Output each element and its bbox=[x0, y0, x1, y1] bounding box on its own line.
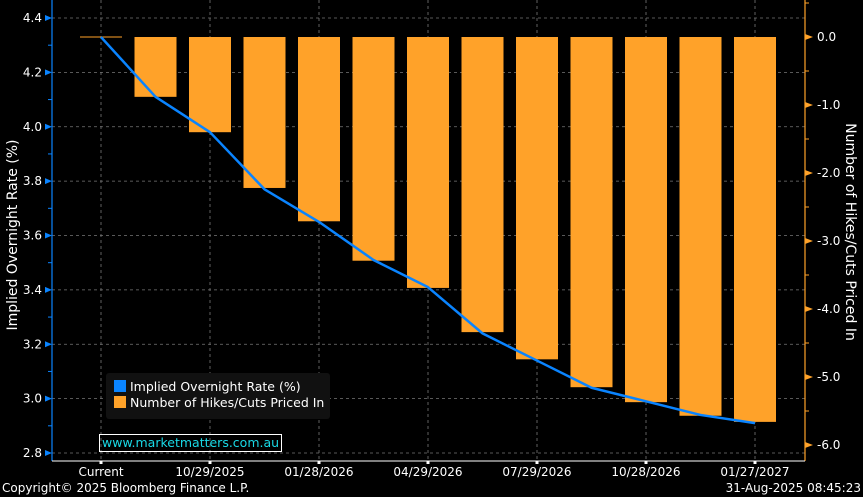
watermark: www.marketmatters.com.au bbox=[99, 434, 283, 452]
left-tick-marker bbox=[45, 178, 52, 185]
left-tick-marker bbox=[45, 69, 52, 76]
legend-swatch-rate bbox=[114, 380, 126, 392]
left-tick-marker bbox=[45, 232, 52, 239]
bar bbox=[243, 37, 286, 188]
right-tick-marker bbox=[805, 442, 813, 448]
right-tick-label: -1.0 bbox=[817, 98, 840, 112]
left-tick-label: 3.8 bbox=[23, 174, 42, 188]
bar bbox=[407, 37, 449, 288]
left-tick-marker bbox=[45, 286, 52, 293]
left-tick-marker bbox=[45, 395, 52, 402]
left-tick-label: 4.2 bbox=[23, 65, 42, 79]
bar bbox=[625, 37, 667, 403]
left-tick-label: 2.8 bbox=[23, 446, 42, 460]
right-tick-marker bbox=[805, 102, 813, 108]
x-tick bbox=[535, 461, 539, 464]
left-tick-marker bbox=[45, 15, 52, 21]
bar bbox=[570, 37, 613, 388]
x-tick-label: 01/27/2027 bbox=[720, 465, 789, 479]
right-tick-label: -4.0 bbox=[817, 302, 840, 316]
left-tick-marker bbox=[45, 450, 52, 456]
left-tick-marker bbox=[45, 341, 52, 348]
legend-label-hikes: Number of Hikes/Cuts Priced In bbox=[130, 394, 325, 410]
right-tick-label: -6.0 bbox=[817, 438, 840, 452]
timestamp: 31-Aug-2025 08:45:23 bbox=[725, 481, 861, 495]
x-tick bbox=[99, 461, 103, 464]
right-tick-label: -3.0 bbox=[817, 234, 840, 248]
bar bbox=[298, 37, 340, 222]
left-tick-label: 4.4 bbox=[23, 11, 42, 25]
x-tick-label: 10/28/2026 bbox=[611, 465, 680, 479]
left-tick-label: 3.6 bbox=[23, 229, 42, 243]
bar bbox=[189, 37, 231, 133]
legend: Implied Overnight Rate (%) Number of Hik… bbox=[106, 373, 330, 419]
x-tick-label: 01/28/2026 bbox=[284, 465, 353, 479]
bar bbox=[734, 37, 776, 422]
x-tick bbox=[208, 461, 212, 464]
rate-line bbox=[100, 36, 756, 425]
x-tick-label: 07/29/2026 bbox=[502, 465, 571, 479]
x-tick-label: Current bbox=[78, 465, 123, 479]
right-tick-label: 0.0 bbox=[817, 30, 836, 44]
legend-item-hikes: Number of Hikes/Cuts Priced In bbox=[114, 394, 330, 410]
x-tick-label: 04/29/2026 bbox=[393, 465, 462, 479]
bar bbox=[679, 37, 722, 416]
right-axis-title: Number of Hikes/Cuts Priced In bbox=[842, 123, 858, 341]
right-tick-marker bbox=[805, 170, 813, 176]
legend-label-rate: Implied Overnight Rate (%) bbox=[130, 378, 301, 394]
right-tick-marker bbox=[805, 238, 813, 244]
bar bbox=[461, 37, 504, 333]
bar bbox=[516, 37, 558, 360]
left-tick-label: 4.0 bbox=[23, 120, 42, 134]
x-tick bbox=[753, 461, 757, 464]
x-tick bbox=[644, 461, 648, 464]
left-tick-label: 3.2 bbox=[23, 337, 42, 351]
copyright: Copyright© 2025 Bloomberg Finance L.P. bbox=[2, 481, 250, 495]
right-tick-marker bbox=[805, 374, 813, 380]
x-tick bbox=[426, 461, 430, 464]
right-tick-marker bbox=[805, 34, 813, 40]
legend-swatch-hikes bbox=[114, 396, 126, 408]
right-tick-label: -2.0 bbox=[817, 166, 840, 180]
left-tick-label: 3.0 bbox=[23, 392, 42, 406]
left-tick-label: 3.4 bbox=[23, 283, 42, 297]
x-tick bbox=[317, 461, 321, 464]
bar bbox=[352, 37, 395, 261]
left-tick-marker bbox=[45, 123, 52, 130]
bar bbox=[134, 37, 177, 97]
x-tick-label: 10/29/2025 bbox=[175, 465, 244, 479]
legend-item-rate: Implied Overnight Rate (%) bbox=[114, 378, 330, 394]
right-tick-label: -5.0 bbox=[817, 370, 840, 384]
left-axis-title: Implied Overnight Rate (%) bbox=[5, 139, 21, 330]
right-tick-marker bbox=[805, 306, 813, 312]
